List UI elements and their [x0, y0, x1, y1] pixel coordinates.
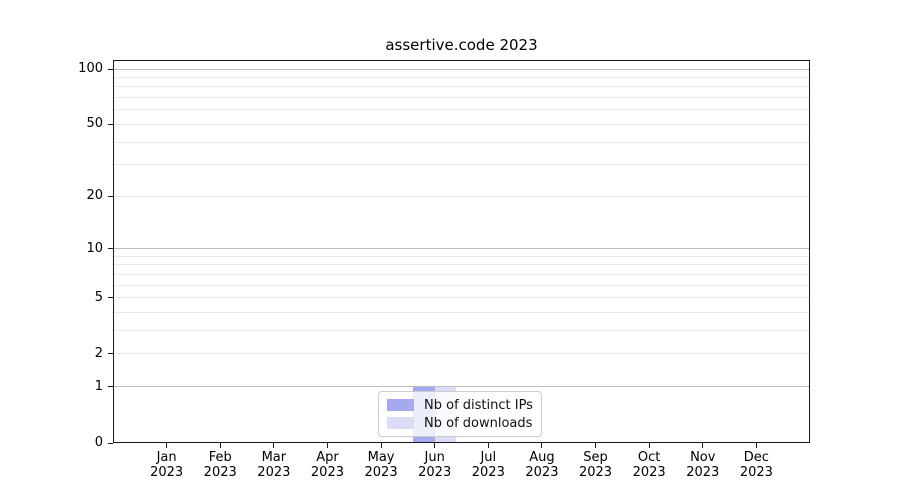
x-tickmark	[648, 443, 650, 448]
legend: Nb of distinct IPs Nb of downloads	[378, 391, 542, 437]
y-tickmark	[108, 195, 113, 197]
minor-gridline	[113, 264, 810, 266]
x-tickmark	[595, 443, 597, 448]
major-gridline	[113, 248, 810, 250]
major-gridline	[113, 68, 810, 70]
y-tickmark	[108, 297, 113, 299]
x-tickmark	[326, 443, 328, 448]
minor-gridline	[113, 255, 810, 257]
minor-gridline	[113, 330, 810, 332]
y-tick-label: 50	[86, 116, 103, 132]
minor-gridline	[113, 353, 810, 355]
x-tick-label: Oct 2023	[632, 450, 666, 480]
minor-gridline	[113, 123, 810, 125]
y-tick-label: 1	[94, 378, 103, 394]
distinct-ips-swatch	[387, 399, 414, 411]
y-tick-label: 100	[78, 61, 103, 77]
x-tickmark	[487, 443, 489, 448]
x-tick-label: Apr 2023	[310, 450, 344, 480]
x-tick-label: Sep 2023	[578, 450, 613, 480]
y-tick-label: 0	[94, 435, 103, 450]
minor-gridline	[113, 195, 810, 197]
legend-label: Nb of distinct IPs	[424, 397, 533, 413]
x-tick-label: Mar 2023	[257, 450, 291, 480]
minor-gridline	[113, 109, 810, 111]
x-tick-label: Jan 2023	[150, 450, 184, 480]
major-gridline	[113, 386, 810, 388]
x-tick-label: Jul 2023	[471, 450, 505, 480]
y-tick-label: 5	[94, 289, 103, 305]
minor-gridline	[113, 297, 810, 299]
minor-gridline	[113, 77, 810, 79]
x-tickmark	[702, 443, 704, 448]
x-tickmark	[273, 443, 275, 448]
minor-gridline	[113, 141, 810, 143]
y-tickmark	[108, 68, 113, 70]
legend-item-distinct-ips: Nb of distinct IPs	[387, 398, 533, 413]
x-tickmark	[166, 443, 168, 448]
downloads-swatch	[387, 417, 414, 429]
x-tickmark	[755, 443, 757, 448]
x-tick-label: Feb 2023	[203, 450, 237, 480]
minor-gridline	[113, 312, 810, 314]
legend-label: Nb of downloads	[424, 415, 533, 431]
x-tick-label: Jun 2023	[418, 450, 452, 480]
y-tickmark	[108, 386, 113, 388]
x-tickmark	[219, 443, 221, 448]
x-tickmark	[380, 443, 382, 448]
minor-gridline	[113, 274, 810, 276]
x-tickmark	[541, 443, 543, 448]
chart-title: assertive.code 2023	[385, 36, 538, 54]
plot-frame	[113, 60, 810, 443]
y-tickmark	[108, 248, 113, 250]
minor-gridline	[113, 97, 810, 99]
y-tick-label: 2	[94, 345, 103, 361]
y-tick-label: 10	[86, 240, 103, 256]
y-tickmark	[108, 442, 113, 444]
y-tick-label: 20	[86, 188, 103, 204]
y-tickmark	[108, 353, 113, 355]
x-tickmark	[434, 443, 436, 448]
minor-gridline	[113, 164, 810, 166]
x-tick-label: Aug 2023	[525, 450, 559, 480]
x-tick-label: May 2023	[364, 450, 398, 480]
y-tickmark	[108, 123, 113, 125]
minor-gridline	[113, 86, 810, 88]
minor-gridline	[113, 284, 810, 286]
legend-item-downloads: Nb of downloads	[387, 416, 533, 431]
x-tick-label: Dec 2023	[739, 450, 773, 480]
x-tick-label: Nov 2023	[686, 450, 720, 480]
